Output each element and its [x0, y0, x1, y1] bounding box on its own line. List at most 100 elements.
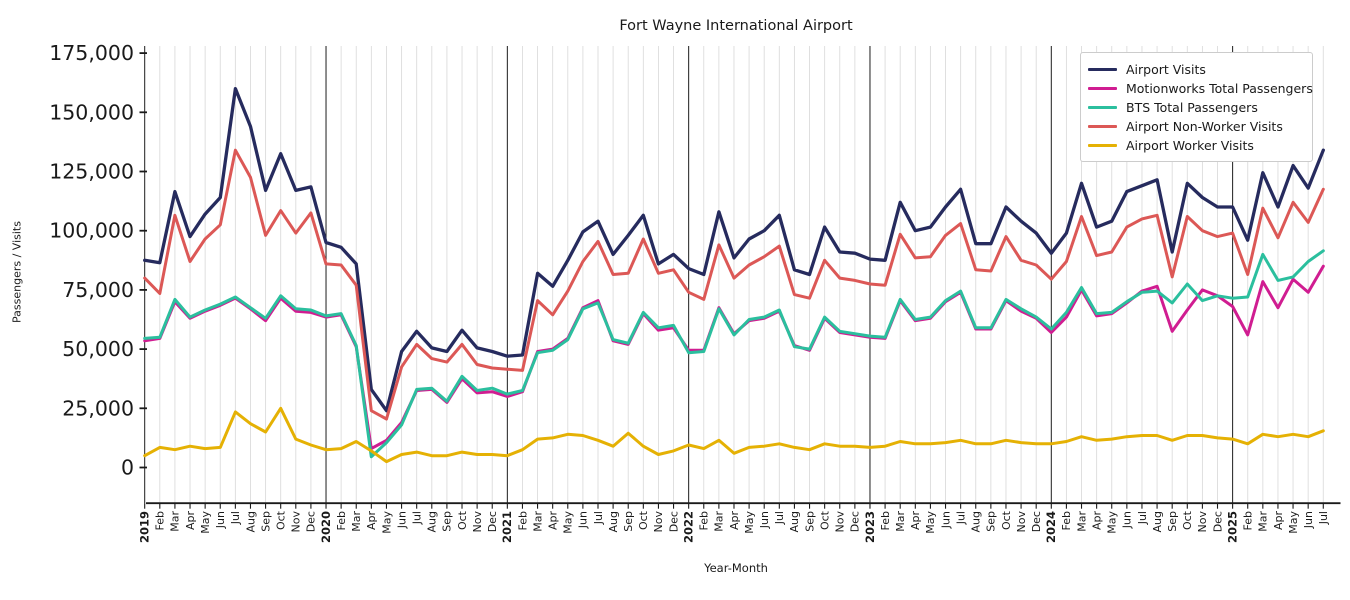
y-tick-label: 175,000 [49, 41, 134, 65]
chart-title: Fort Wayne International Airport [619, 18, 853, 34]
y-tick-label: 150,000 [49, 100, 134, 124]
legend-label: Airport Non-Worker Visits [1126, 119, 1283, 134]
x-tick-label: 2024 [1044, 511, 1058, 543]
x-tick-label: Oct [456, 510, 469, 530]
series-line-airport-non-worker-visits [143, 148, 1325, 421]
legend-swatch-bts-total-passengers [1088, 105, 1117, 110]
x-tick-label: May [1287, 511, 1300, 534]
x-tick-label: Dec [849, 511, 862, 532]
x-tick-label: Aug [1151, 511, 1164, 532]
x-tick-label: Jul [1136, 511, 1149, 525]
y-tick-label: 125,000 [49, 160, 134, 184]
x-tick-label: Mar [713, 511, 726, 532]
y-tick-label: 75,000 [62, 278, 134, 302]
x-tick-label: Dec [1211, 511, 1224, 532]
x-tick-label: Feb [154, 511, 167, 530]
x-tick-label: Nov [471, 511, 484, 533]
x-tick-label: May [743, 511, 756, 534]
legend-label: Motionworks Total Passengers [1126, 81, 1313, 96]
x-axis: 2019 Feb Mar Apr May Jun Jul Aug Sep Oct Nov Dec 202… [138, 502, 1341, 543]
x-tick-label: 2020 [319, 511, 333, 543]
x-tick-label: Jul [954, 511, 967, 525]
x-tick-label: Jun [1302, 511, 1315, 529]
x-tick-label: May [562, 511, 575, 534]
y-tick-label: 25,000 [62, 396, 134, 420]
legend-label: BTS Total Passengers [1126, 100, 1258, 115]
legend-item-motionworks-total-passengers: Motionworks Total Passengers [1088, 79, 1313, 98]
legend-swatch-airport-visits [1088, 67, 1117, 72]
x-tick-label: Apr [1272, 511, 1285, 531]
x-tick-label: Apr [1090, 511, 1103, 531]
x-tick-label: 2023 [863, 511, 877, 543]
x-tick-label: Nov [1015, 511, 1028, 533]
x-tick-label: Nov [290, 511, 303, 533]
x-tick-label: Apr [184, 511, 197, 531]
x-tick-label: Jun [214, 511, 227, 529]
legend-swatch-motionworks-total-passengers [1088, 86, 1117, 91]
x-tick-label: Jul [773, 511, 786, 525]
x-tick-label: Sep [622, 511, 635, 532]
y-tick-label: 50,000 [62, 337, 134, 361]
x-tick-label: Dec [1030, 511, 1043, 532]
x-tick-label: Aug [607, 511, 620, 532]
x-tick-label: Feb [335, 511, 348, 530]
legend-label: Airport Visits [1126, 62, 1206, 77]
legend-item-airport-worker-visits: Airport Worker Visits [1088, 136, 1312, 155]
x-tick-label: 2019 [138, 511, 152, 543]
legend-item-bts-total-passengers: BTS Total Passengers [1088, 98, 1312, 117]
x-tick-label: Mar [350, 511, 363, 532]
x-tick-label: Nov [834, 511, 847, 533]
x-tick-label: Oct [1000, 510, 1013, 530]
x-tick-label: Sep [985, 511, 998, 532]
x-tick-label: Dec [305, 511, 318, 532]
x-tick-label: Mar [894, 511, 907, 532]
legend-label: Airport Worker Visits [1126, 138, 1254, 153]
x-tick-label: 2021 [500, 511, 514, 543]
x-tick-label: Aug [970, 511, 983, 532]
x-tick-label: Jun [939, 511, 952, 529]
x-tick-label: Apr [728, 511, 741, 531]
x-tick-label: Jun [1121, 511, 1134, 529]
x-tick-label: Oct [274, 510, 287, 530]
x-tick-label: Oct [637, 510, 650, 530]
x-tick-label: Sep [803, 511, 816, 532]
legend-swatch-airport-worker-visits [1088, 143, 1117, 148]
y-axis: 0 25,000 50,000 75,000 100,000 125,000 150,000… [49, 41, 147, 480]
x-tick-label: Mar [531, 511, 544, 532]
x-tick-label: 2025 [1225, 511, 1239, 543]
legend-item-airport-non-worker-visits: Airport Non-Worker Visits [1088, 117, 1312, 136]
x-tick-label: Aug [244, 511, 257, 532]
x-tick-label: Oct [818, 510, 831, 530]
month-gridlines [144, 46, 1324, 504]
x-tick-label: Sep [1166, 511, 1179, 532]
x-tick-label: Aug [426, 511, 439, 532]
x-tick-label: Sep [441, 511, 454, 532]
x-tick-label: Feb [516, 511, 529, 530]
x-tick-label: Nov [1196, 511, 1209, 533]
x-tick-label: Feb [698, 511, 711, 530]
x-tick-label: Apr [909, 511, 922, 531]
x-tick-label: May [1106, 511, 1119, 534]
x-tick-label: Mar [1075, 511, 1088, 532]
x-tick-label: May [380, 511, 393, 534]
x-tick-label: 2022 [681, 511, 695, 543]
x-axis-title: Year-Month [704, 561, 768, 575]
y-axis-title: Passengers / Visits [10, 221, 24, 323]
x-tick-label: Apr [365, 511, 378, 531]
x-tick-label: May [199, 511, 212, 534]
x-tick-label: Mar [1257, 511, 1270, 532]
x-tick-label: Jun [577, 511, 590, 529]
x-tick-label: Oct [1181, 510, 1194, 530]
x-tick-label: Jul [229, 511, 242, 525]
legend-swatch-airport-non-worker-visits [1088, 124, 1117, 129]
x-tick-label: Jul [1317, 511, 1330, 525]
x-tick-label: May [924, 511, 937, 534]
x-tick-label: Mar [169, 511, 182, 532]
series-line-bts-total-passengers [143, 249, 1325, 459]
x-tick-label: Nov [652, 511, 665, 533]
x-tick-label: Sep [259, 511, 272, 532]
x-tick-label: Dec [667, 511, 680, 532]
x-tick-label: Jun [395, 511, 408, 529]
legend-item-airport-visits: Airport Visits [1088, 60, 1312, 79]
x-tick-label: Feb [879, 511, 892, 530]
